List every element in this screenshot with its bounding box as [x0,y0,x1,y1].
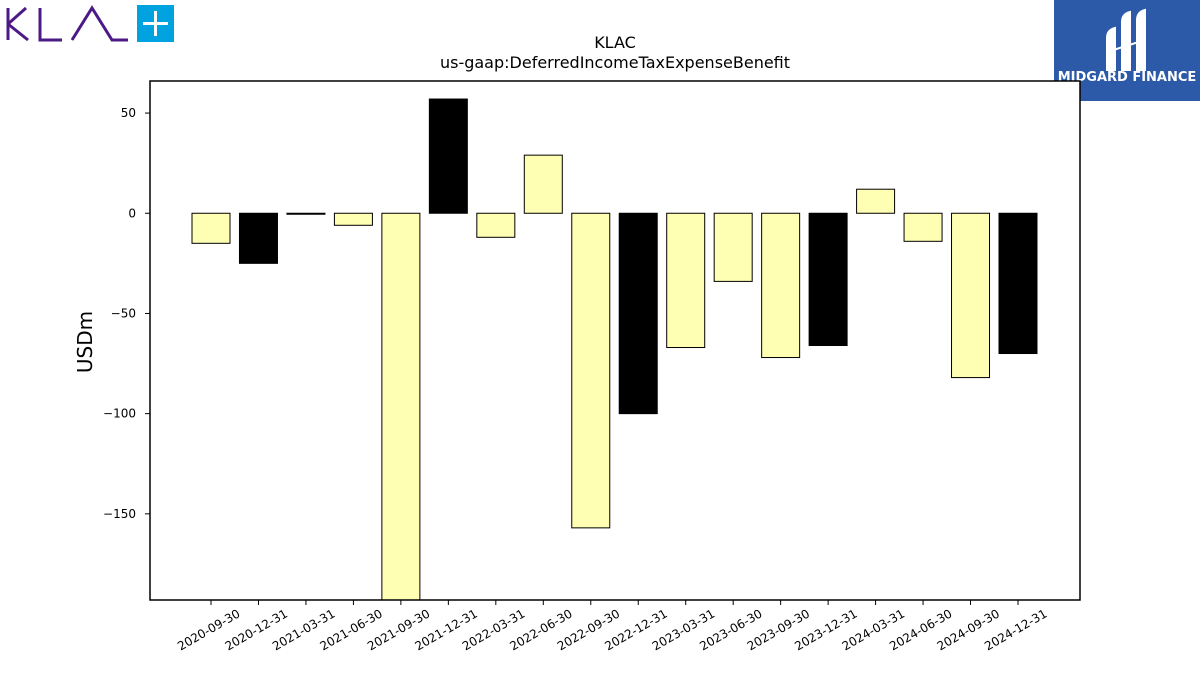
bar-2020-09-30 [191,212,231,244]
x-axis-ticks: 2020-09-302020-12-312021-03-312021-06-30… [175,600,1050,653]
bar-2023-12-31 [808,212,848,347]
chart-subtitle: us-gaap:DeferredIncomeTaxExpenseBenefit [440,53,790,72]
kla-letters-icon [6,5,128,42]
plus-icon [143,11,168,36]
kla-logo [6,5,174,42]
midgard-logo-text: MIDGARD FINANCE [1058,70,1197,85]
plot-frame [149,80,1081,601]
y-tick-label: 50 [121,106,136,120]
y-axis-label: USDm [73,311,97,373]
bar-2023-09-30 [761,212,801,359]
bar-2022-12-31 [618,212,658,415]
y-tick-label: −50 [111,306,136,320]
bar-2021-03-31 [286,212,326,215]
bar-2023-06-30 [713,212,753,282]
bar-2021-12-31 [428,98,468,214]
chart-title: KLAC [594,33,636,52]
bar-2024-03-31 [856,188,896,214]
bar-2024-09-30 [951,212,991,379]
bar-2024-06-30 [903,212,943,242]
bar-2023-03-31 [666,212,706,349]
bar-2021-09-30 [381,212,421,601]
bar-2020-12-31 [238,212,278,264]
bar-2022-09-30 [571,212,611,529]
bar-2021-06-30 [333,212,373,226]
plot-area [150,81,1080,600]
y-axis-ticks: 50 0 −50 −100 −150 [103,106,150,521]
bar-2022-03-31 [476,212,516,238]
bars [191,98,1038,601]
y-tick-label: −150 [103,507,136,521]
midgard-emblem-icon [1106,8,1146,71]
y-tick-label: −100 [103,407,136,421]
bar-2024-12-31 [998,212,1038,355]
y-tick-label: 0 [128,206,136,220]
bar-2022-06-30 [523,154,563,214]
